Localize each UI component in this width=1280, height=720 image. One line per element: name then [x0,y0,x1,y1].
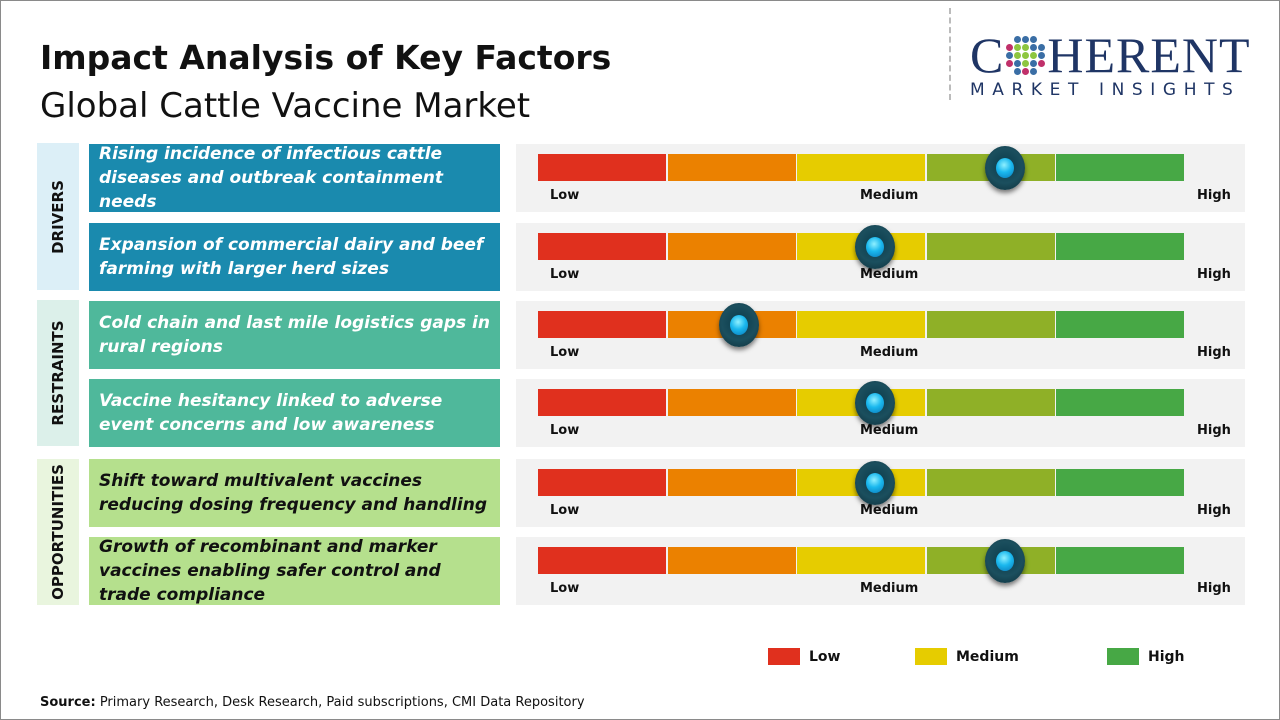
gauge-segment [538,389,666,416]
gauge-segment [1056,469,1185,496]
legend-swatch [915,648,947,665]
gauge-segment [667,469,796,496]
impact-gauge: Low Medium High [516,144,1245,212]
page-subtitle: Global Cattle Vaccine Market [40,86,531,126]
factor-label: Expansion of commercial dairy and beef f… [89,223,500,291]
gauge-segment [1056,233,1185,260]
impact-gauge: Low Medium High [516,459,1245,527]
group-label-restraints: RESTRAINTS [37,300,79,446]
factor-label: Cold chain and last mile logistics gaps … [89,301,500,369]
impact-indicator-knob [718,303,759,347]
scale-label-high: High [1197,581,1231,596]
gauge-segment [926,233,1055,260]
impact-indicator-knob [984,146,1025,190]
scale-label-high: High [1197,423,1231,438]
impact-indicator-knob [854,461,895,505]
legend-medium: Medium [915,648,1019,665]
legend-label: High [1148,648,1185,665]
gauge-segment [538,154,666,181]
gauge-segment [667,233,796,260]
scale-label-high: High [1197,188,1231,203]
scale-label-medium: Medium [860,188,919,203]
scale-label-medium: Medium [860,503,919,518]
factor-label: Rising incidence of infectious cattle di… [89,144,500,212]
scale-label-medium: Medium [860,581,919,596]
impact-gauge: Low Medium High [516,537,1245,605]
gauge-segment [1056,389,1185,416]
impact-indicator-knob [854,225,895,269]
factor-label: Vaccine hesitancy linked to adverse even… [89,379,500,447]
gauge-segment [1056,547,1185,574]
gauge-segment [926,469,1055,496]
scale-label-low: Low [550,345,580,360]
legend-label: Low [809,648,841,665]
factor-label: Growth of recombinant and marker vaccine… [89,537,500,605]
impact-gauge: Low Medium High [516,301,1245,369]
gauge-segment [667,389,796,416]
gauge-segment [538,311,666,338]
gauge-segment [538,233,666,260]
scale-label-medium: Medium [860,267,919,282]
logo: C HERENT MARKET INSIGHTS [970,27,1251,100]
gauge-segment [667,154,796,181]
gauge-segment [667,547,796,574]
page-title: Impact Analysis of Key Factors [40,38,612,77]
factor-label: Shift toward multivalent vaccines reduci… [89,459,500,527]
impact-gauge: Low Medium High [516,223,1245,291]
scale-label-high: High [1197,503,1231,518]
gauge-segment [797,311,926,338]
source-note: Source: Primary Research, Desk Research,… [40,695,585,710]
globe-dots-icon [1006,35,1046,75]
scale-label-low: Low [550,581,580,596]
scale-label-low: Low [550,503,580,518]
gauge-segment [926,389,1055,416]
divider [949,8,951,100]
scale-label-high: High [1197,345,1231,360]
gauge-segment [926,311,1055,338]
scale-label-high: High [1197,267,1231,282]
scale-label-medium: Medium [860,345,919,360]
scale-label-low: Low [550,267,580,282]
scale-label-low: Low [550,188,580,203]
scale-label-medium: Medium [860,423,919,438]
legend-high: High [1107,648,1185,665]
legend-label: Medium [956,648,1019,665]
scale-label-low: Low [550,423,580,438]
gauge-segment [1056,311,1185,338]
gauge-segment [538,469,666,496]
impact-indicator-knob [984,539,1025,583]
group-label-drivers: DRIVERS [37,143,79,290]
gauge-segment [797,154,926,181]
gauge-segment [538,547,666,574]
impact-gauge: Low Medium High [516,379,1245,447]
gauge-segment [797,547,926,574]
group-label-opportunities: OPPORTUNITIES [37,459,79,605]
legend-swatch [1107,648,1139,665]
impact-indicator-knob [854,381,895,425]
gauge-segment [1056,154,1185,181]
legend-swatch [768,648,800,665]
legend-low: Low [768,648,840,665]
